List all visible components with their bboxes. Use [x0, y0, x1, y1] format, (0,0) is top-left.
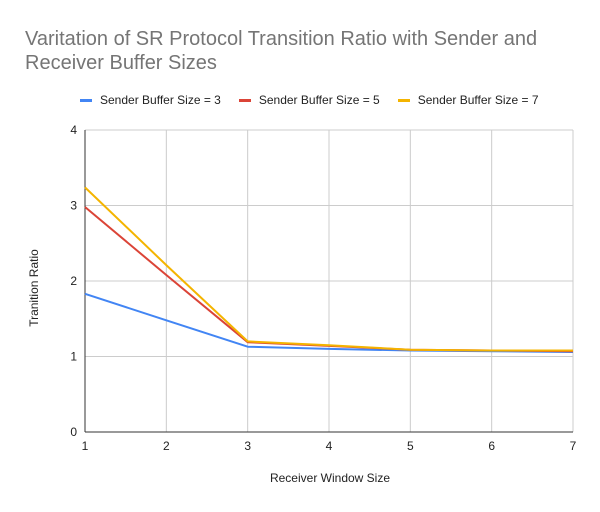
x-tick-label: 6 — [488, 439, 495, 453]
y-axis-title: Tranition Ratio — [27, 249, 41, 327]
x-tick-label: 7 — [570, 439, 577, 453]
legend-label-series-2: Sender Buffer Size = 5 — [258, 93, 380, 107]
series-lines — [84, 186, 574, 353]
legend-item-series-3[interactable]: Sender Buffer Size = 7 — [397, 93, 539, 107]
legend-item-series-2[interactable]: Sender Buffer Size = 5 — [238, 93, 380, 107]
y-tick-label: 3 — [70, 199, 77, 213]
legend-swatch-series-2 — [238, 98, 251, 102]
x-tick-label: 5 — [407, 439, 414, 453]
x-tick-label: 4 — [326, 439, 333, 453]
legend-swatch-series-3 — [397, 98, 410, 102]
y-tick-label: 1 — [70, 350, 77, 364]
x-tick-label: 1 — [82, 439, 89, 453]
legend-label-series-3: Sender Buffer Size = 7 — [417, 93, 539, 107]
series-line-3 — [84, 186, 573, 352]
x-tick-label: 2 — [163, 439, 170, 453]
legend-label-series-1: Sender Buffer Size = 3 — [100, 93, 221, 107]
legend-swatch-series-1 — [80, 98, 92, 102]
gridlines — [85, 129, 574, 432]
legend-item-series-1[interactable]: Sender Buffer Size = 3 — [80, 93, 221, 107]
axes — [84, 130, 573, 433]
legend: Sender Buffer Size = 3 Sender Buffer Siz… — [80, 92, 557, 108]
x-tick-label: 3 — [244, 439, 251, 453]
y-tick-label: 2 — [70, 274, 77, 288]
x-axis-title: Receiver Window Size — [270, 471, 390, 485]
chart-title: Varitation of SR Protocol Transition Rat… — [25, 28, 538, 74]
y-tick-label: 4 — [70, 123, 77, 137]
y-tick-label: 0 — [70, 425, 77, 439]
